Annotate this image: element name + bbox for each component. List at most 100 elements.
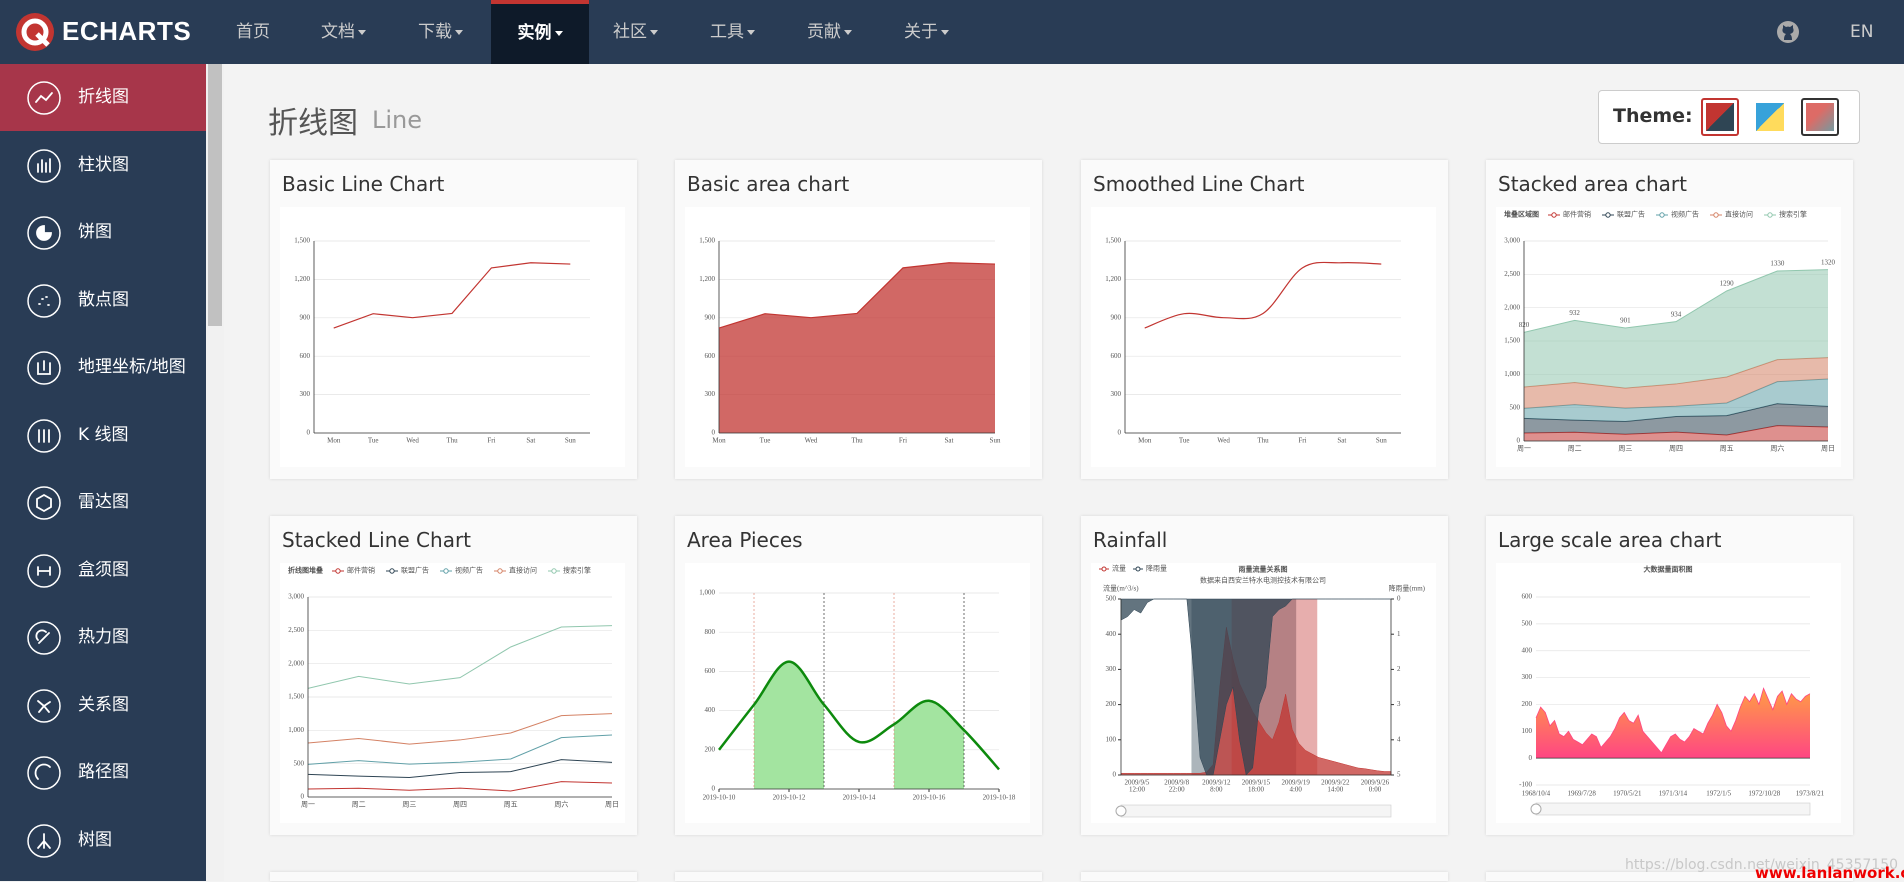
y-tick-label: 400 <box>1106 630 1117 638</box>
thumbnail: 0 200 400 600 800 1,000 2019-10-10 2019-10-12 20… <box>685 563 1030 823</box>
y-tick-label: 900 <box>705 313 716 321</box>
x-tick-label: 4:00 <box>1289 786 1302 794</box>
example-card[interactable]: Stacked area chart 堆叠区域图 邮件营销 联盟广告 视频广告 直接访问 搜… <box>1486 160 1853 479</box>
legend-icon <box>551 568 557 574</box>
data-label: 932 <box>1569 309 1580 317</box>
theme-swatch[interactable] <box>1801 98 1839 136</box>
y-tick-label: 0 <box>301 793 305 801</box>
icon-ring <box>27 418 61 453</box>
icon-glyph <box>36 493 52 513</box>
y-tick-label: 1,000 <box>288 726 304 734</box>
github-icon[interactable] <box>1776 20 1800 44</box>
nav-item[interactable]: 工具 <box>710 0 755 64</box>
sidebar-item[interactable]: 关系图 <box>0 672 206 739</box>
sidebar-item[interactable]: 盒须图 <box>0 537 206 604</box>
sidebar-item[interactable]: 折线图 <box>0 64 206 131</box>
sidebar-item[interactable]: 散点图 <box>0 267 206 334</box>
sidebar-item[interactable]: K 线图 <box>0 402 206 469</box>
y-tick-label: 500 <box>294 759 305 767</box>
thumbnail: 折线图堆叠 邮件营销 联盟广告 视频广告 直接访问 搜索引擎 0 500 1,000 1,500 2… <box>280 563 625 823</box>
example-card[interactable]: Basic area chart 0 300 600 900 1,200 1,500 Mon T… <box>675 160 1042 479</box>
x-tick-label: 周五 <box>504 801 518 809</box>
y-tick-label: 1,000 <box>699 589 715 597</box>
legend-label: 搜索引擎 <box>1779 210 1807 219</box>
icon-glyph <box>37 699 51 713</box>
example-card[interactable]: Basic Line Chart 0 300 600 900 1,200 1,500 Mon T… <box>270 160 637 479</box>
example-card[interactable]: Area Pieces 0 200 400 600 800 1,000 2019-10-10 2… <box>675 516 1042 835</box>
legend-label: 视频广告 <box>1671 210 1699 219</box>
x-tick-label: Sun <box>565 437 576 445</box>
example-card[interactable]: Rainfall 流量 降雨量 雨量流量关系图 数据来自西安兰特水电测控技术有限公司 流量… <box>1081 516 1448 835</box>
legend-icon <box>1767 212 1773 218</box>
x-tick-label: Wed <box>1217 437 1230 445</box>
example-card[interactable]: Stacked Line Chart 折线图堆叠 邮件营销 联盟广告 视频广告 直接访问 搜… <box>270 516 637 835</box>
page-title: 折线图 <box>268 106 358 141</box>
y-tick-label: 600 <box>705 352 716 360</box>
x-tick-label: 2009/9/8 <box>1164 779 1189 787</box>
data-label: 934 <box>1671 310 1682 318</box>
sidebar-item[interactable]: 路径图 <box>0 739 206 806</box>
legend-icon <box>1713 212 1719 218</box>
x-tick-label: 周日 <box>605 801 619 809</box>
example-card[interactable]: Smoothed Line Chart 0 300 600 900 1,200 1,500 M… <box>1081 160 1448 479</box>
chart-title: 堆叠区域图 <box>1504 210 1539 219</box>
sidebar-item[interactable]: 柱状图 <box>0 132 206 199</box>
icon-ring <box>27 688 61 723</box>
line <box>1523 269 1829 333</box>
sidebar-item[interactable]: 树图 <box>0 807 206 874</box>
nav-item[interactable]: 文档 <box>321 0 366 64</box>
sidebar-item[interactable]: 饼图 <box>0 199 206 266</box>
example-card[interactable]: Large scale area chart 大数据量面积图 -100 0 100 200… <box>1486 516 1853 835</box>
x-tick-label: 周二 <box>1568 445 1582 453</box>
sidebar-item[interactable]: 热力图 <box>0 604 206 671</box>
area <box>1524 403 1828 435</box>
x-tick-label: 2009/9/5 <box>1125 779 1150 787</box>
y-tick-label: 0 <box>1517 437 1521 445</box>
legend-icon <box>497 568 503 574</box>
y-tick-label: 200 <box>1106 700 1117 708</box>
icon-ring <box>27 81 61 115</box>
area <box>1536 688 1810 759</box>
x-tick-label: 1970/5/21 <box>1613 790 1642 798</box>
theme-label: Theme: <box>1613 105 1693 127</box>
nav-item[interactable]: 下载 <box>418 0 463 64</box>
sidebar-icon <box>27 283 61 318</box>
logo-text[interactable]: ECHARTS <box>62 16 192 46</box>
y-tick-label: 0 <box>1113 771 1117 779</box>
x-tick-label: 1972/10/28 <box>1748 790 1780 798</box>
page-subtitle: Line <box>372 106 423 134</box>
nav-item[interactable]: 贡献 <box>807 0 852 64</box>
legend-label: 直接访问 <box>1725 210 1753 219</box>
card-title: Stacked Line Chart <box>282 528 472 552</box>
y-tick-label: 400 <box>705 706 716 714</box>
nav-item[interactable]: 首页 <box>236 22 270 42</box>
piece-area <box>754 661 964 789</box>
y-tick-label: 100 <box>1522 727 1533 735</box>
lang-switch[interactable]: EN <box>1850 22 1874 42</box>
card-title: Basic area chart <box>687 172 850 196</box>
y-tick-label: 200 <box>1522 700 1533 708</box>
theme-swatch[interactable] <box>1701 98 1739 136</box>
sidebar-item[interactable]: 地理坐标/地图 <box>0 334 206 401</box>
y-tick-label: 1,500 <box>1105 237 1121 245</box>
x-tick-label: 2019-10-16 <box>913 794 946 802</box>
icon-glyph <box>35 92 53 103</box>
x-tick-label: 1971/3/14 <box>1659 790 1688 798</box>
theme-swatch[interactable] <box>1751 98 1789 136</box>
nav-item[interactable]: 关于 <box>904 0 949 64</box>
scrollbar-thumb[interactable] <box>208 64 222 326</box>
nav-item[interactable]: 社区 <box>613 0 658 64</box>
legend-label: 搜索引擎 <box>563 566 591 575</box>
line <box>1523 403 1829 423</box>
nav-item[interactable]: 实例 <box>491 0 589 64</box>
x-tick-label: Mon <box>712 437 726 445</box>
icon-ring <box>27 553 61 588</box>
chart-title: 折线图堆叠 <box>288 566 323 575</box>
sidebar-item[interactable]: 雷达图 <box>0 469 206 536</box>
x-tick-label: 8:00 <box>1210 786 1223 794</box>
y-tick-label: 1,500 <box>699 237 715 245</box>
y-tick-label: 300 <box>1111 390 1122 398</box>
y-tick-label: 0 <box>712 429 716 437</box>
y-tick-label: 3,000 <box>288 593 304 601</box>
